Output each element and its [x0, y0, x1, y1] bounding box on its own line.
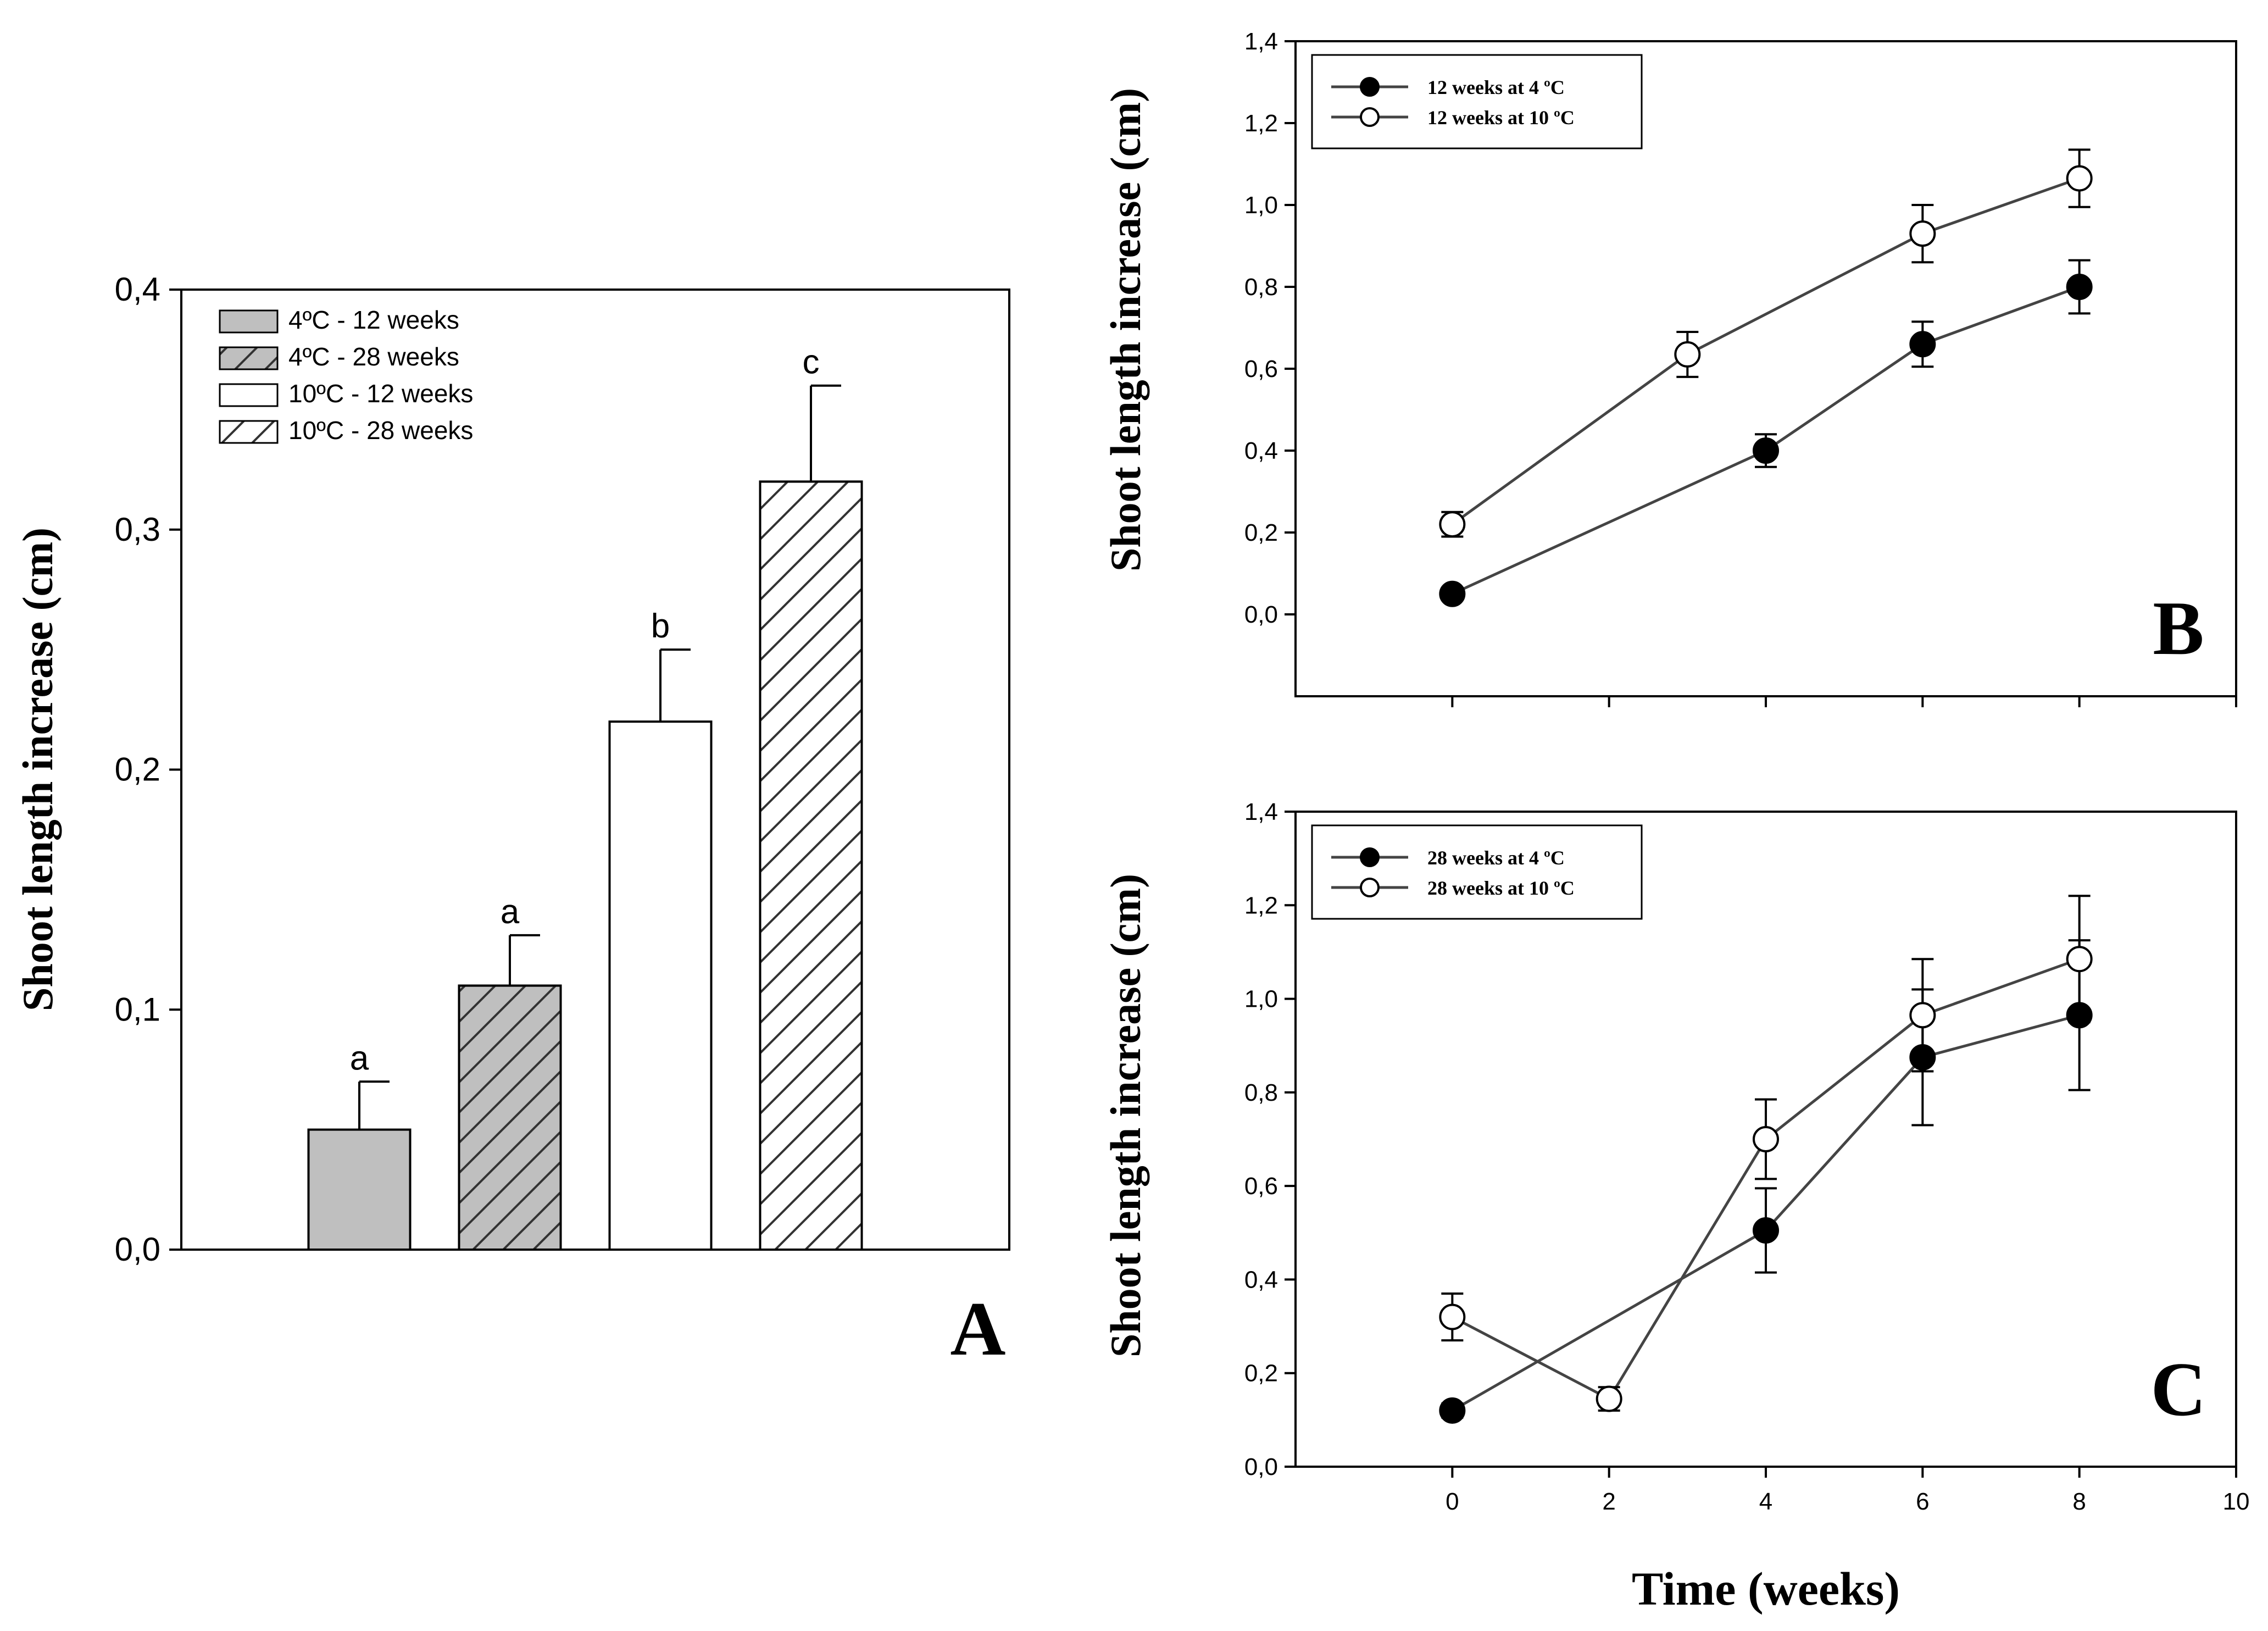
legend-swatch: [219, 383, 279, 407]
panel-c: Shoot length increase (cm) Time (weeks) …: [1102, 798, 2249, 1615]
y-tick-label: 0,2: [1244, 1360, 1278, 1387]
y-tick-label: 0,1: [115, 991, 160, 1028]
bar: [307, 1128, 412, 1251]
panel-b-ticks: 0,0 0,2 0,4 0,6 0,8 1,0 1,2 1,4: [1244, 28, 2237, 707]
significance-letter: a: [501, 893, 520, 931]
data-point: [1439, 1397, 1466, 1424]
y-tick-label: 1,2: [1244, 892, 1278, 919]
legend-label: 12 weeks at 4 ºC: [1427, 76, 1565, 98]
y-tick-label: 0,0: [1244, 601, 1278, 628]
data-point: [1909, 331, 1936, 358]
y-tick-label: 1,4: [1244, 28, 1278, 55]
legend-marker: [1360, 878, 1380, 897]
y-tick-label: 0,0: [115, 1231, 160, 1268]
y-tick-label: 0,2: [1244, 519, 1278, 546]
significance-letter: b: [651, 607, 670, 645]
y-tick-label: 0,6: [1244, 1173, 1278, 1200]
panel-a: Shoot length increase (cm) A 0,00,10,20,…: [14, 271, 1010, 1372]
y-tick-label: 0,6: [1244, 356, 1278, 382]
panel-b: Shoot length increase (cm) B 0,00,20,40,…: [1102, 28, 2237, 707]
panel-c-x-axis-title: Time (weeks): [1632, 1562, 1900, 1615]
x-tick-label: 10: [2223, 1488, 2250, 1515]
bar: [608, 720, 713, 1251]
panel-a-legend: 4ºC - 12 weeks 4ºC - 28 weeks 10ºC - 12 we…: [219, 306, 473, 445]
panel-b-label: B: [2153, 586, 2204, 671]
panel-c-legend: 28 weeks at 4 ºC 28 weeks at 10 ºC: [1311, 824, 1643, 920]
data-point: [1439, 1303, 1466, 1330]
panel-c-series: [1439, 895, 2093, 1424]
series-line: [1451, 177, 2080, 526]
legend-label: 10ºC - 28 weeks: [288, 416, 473, 445]
data-point: [2066, 946, 2093, 973]
legend-marker: [1360, 77, 1380, 97]
x-tick-label: 0: [1446, 1488, 1459, 1515]
y-tick-label: 1,4: [1244, 798, 1278, 825]
y-tick-label: 0,0: [1244, 1454, 1278, 1480]
x-tick-label: 8: [2072, 1488, 2086, 1515]
data-point: [1439, 511, 1466, 538]
y-tick-label: 1,0: [1244, 986, 1278, 1013]
legend-box: [1311, 824, 1643, 920]
y-tick-label: 0,8: [1244, 1079, 1278, 1106]
x-tick-label: 6: [1916, 1488, 1929, 1515]
significance-letter: c: [803, 343, 820, 381]
legend-label: 28 weeks at 10 ºC: [1427, 877, 1575, 899]
legend-label: 12 weeks at 10 ºC: [1427, 107, 1575, 129]
legend-swatch-hatch: [219, 346, 279, 370]
legend-swatch: [219, 309, 279, 334]
panel-a-y-axis-title: Shoot length increase (cm): [14, 528, 62, 1011]
y-tick-label: 0,4: [1244, 437, 1278, 464]
y-tick-label: 0,3: [115, 511, 160, 548]
panel-b-legend: 12 weeks at 4 ºC 12 weeks at 10 ºC: [1311, 54, 1643, 149]
y-tick-label: 0,8: [1244, 274, 1278, 301]
bar-hatch: [458, 984, 562, 1251]
panel-c-label: C: [2150, 1347, 2206, 1432]
data-point: [1753, 437, 1779, 464]
legend-marker: [1360, 107, 1380, 127]
data-point: [1439, 580, 1466, 607]
panel-a-bars: a a b c: [307, 343, 863, 1251]
panel-c-y-axis-title: Shoot length increase (cm): [1102, 874, 1149, 1357]
panel-c-ticks: 0,0 0,2 0,4 0,6 0,8 1,0 1,2 1,4 0 2 4 6 8 10: [1244, 798, 2250, 1515]
legend-label: 4ºC - 12 weeks: [288, 306, 459, 334]
legend-swatch-hatch: [219, 420, 279, 444]
legend-label: 4ºC - 28 weeks: [288, 342, 459, 371]
panel-a-y-ticks: 0,0 0,1 0,2 0,3 0,4: [115, 271, 181, 1268]
y-tick-label: 0,4: [1244, 1266, 1278, 1293]
series-line: [1452, 1013, 2080, 1412]
series-line: [1452, 285, 2080, 596]
legend-box: [1311, 54, 1643, 149]
x-tick-label: 4: [1759, 1488, 1772, 1515]
data-point: [1909, 220, 1936, 247]
bar-hatch: [759, 480, 863, 1251]
panel-a-label: A: [950, 1286, 1005, 1372]
legend-marker: [1360, 847, 1380, 867]
panel-b-series: [1439, 148, 2093, 607]
y-tick-label: 0,4: [115, 271, 160, 308]
data-point: [1753, 1126, 1779, 1152]
legend-label: 28 weeks at 4 ºC: [1427, 847, 1565, 869]
data-point: [1674, 341, 1701, 368]
y-tick-label: 0,2: [115, 751, 160, 788]
data-point: [1753, 1217, 1779, 1244]
data-point: [1909, 1002, 1936, 1029]
y-tick-label: 1,2: [1244, 110, 1278, 137]
legend-label: 10ºC - 12 weeks: [288, 379, 473, 408]
y-tick-label: 1,0: [1244, 192, 1278, 219]
data-point: [2066, 165, 2093, 192]
panel-b-y-axis-title: Shoot length increase (cm): [1102, 88, 1149, 572]
data-point: [2066, 274, 2093, 300]
significance-letter: a: [350, 1039, 369, 1077]
x-tick-label: 2: [1602, 1488, 1615, 1515]
data-point: [1596, 1385, 1622, 1412]
